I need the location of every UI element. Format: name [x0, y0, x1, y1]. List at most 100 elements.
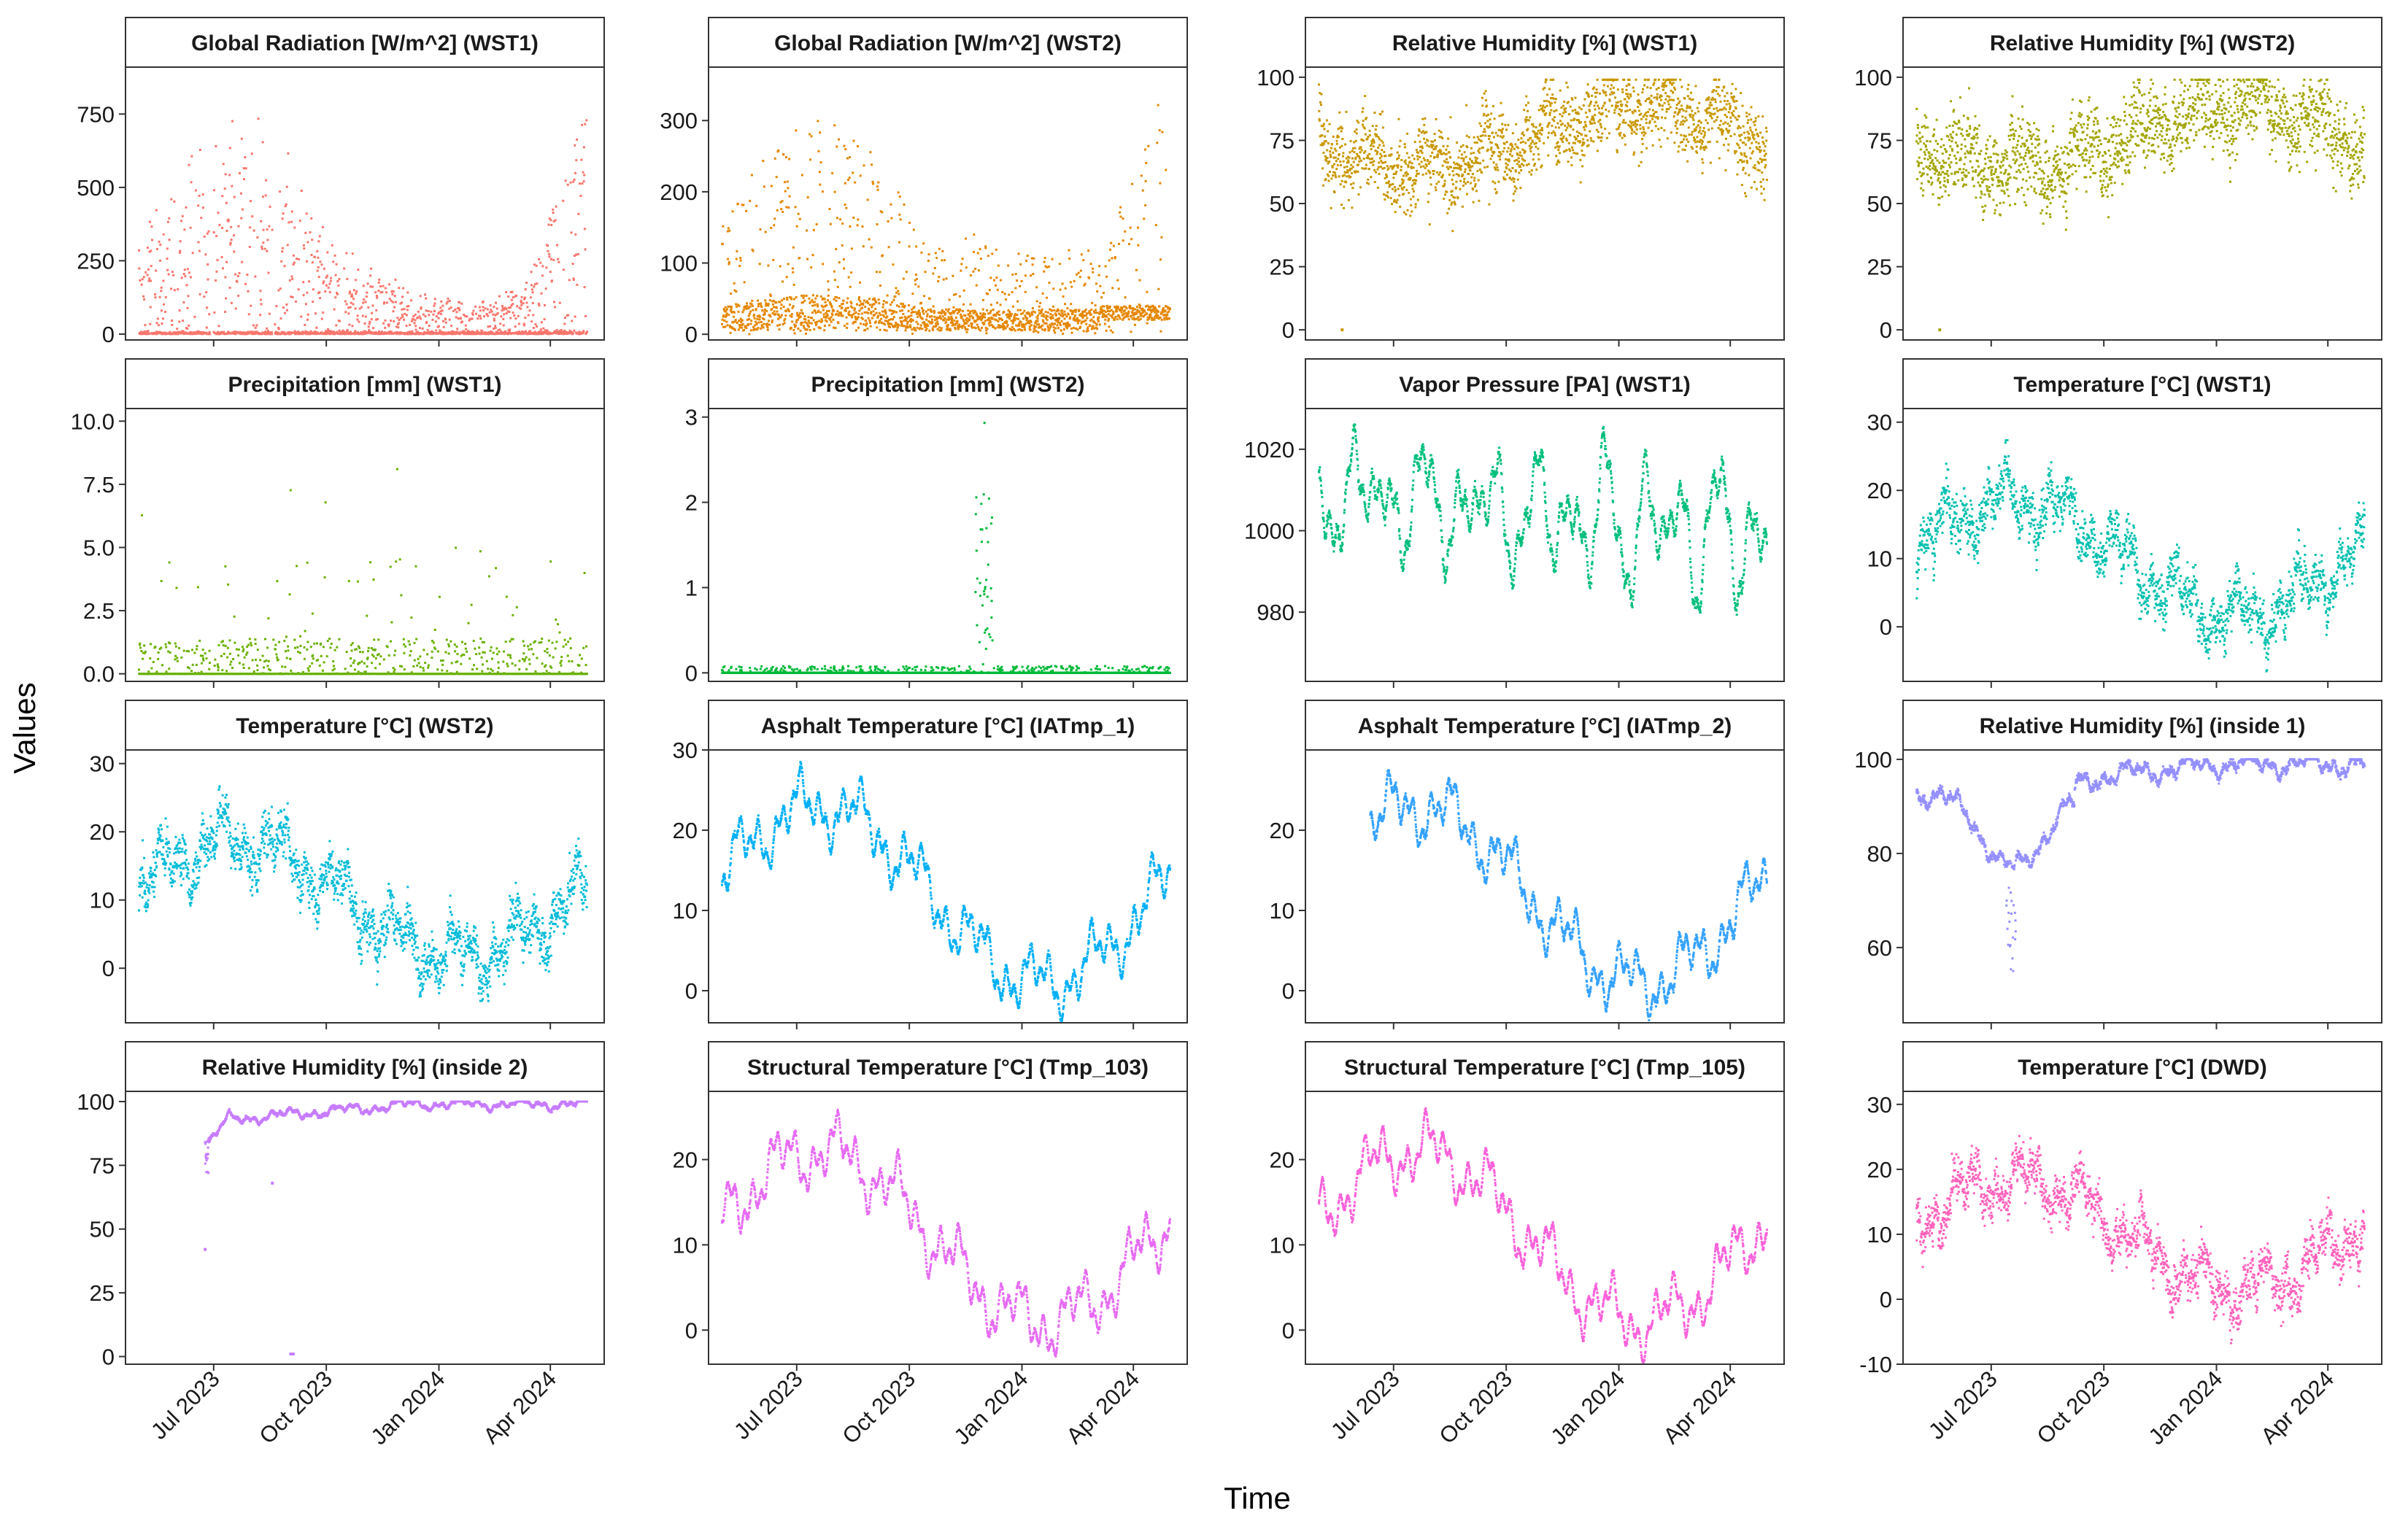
- data-point: [874, 320, 877, 323]
- data-point: [540, 321, 543, 324]
- data-point: [1651, 129, 1653, 132]
- data-point: [1383, 150, 1386, 153]
- data-point: [1541, 129, 1544, 131]
- data-point: [1122, 239, 1124, 242]
- data-point: [1438, 173, 1440, 176]
- data-point: [760, 320, 763, 323]
- data-point: [414, 313, 417, 316]
- data-point: [518, 306, 521, 309]
- data-point: [808, 322, 811, 325]
- data-point: [1586, 116, 1589, 118]
- data-point: [938, 326, 941, 329]
- data-point: [1160, 236, 1163, 239]
- data-point: [1575, 112, 1578, 115]
- data-point: [979, 247, 981, 250]
- data-point: [1659, 104, 1662, 107]
- data-point: [261, 331, 264, 334]
- data-point: [985, 329, 988, 332]
- data-point: [166, 268, 169, 271]
- data-point: [724, 325, 727, 328]
- data-point: [1044, 328, 1046, 330]
- data-point: [1509, 153, 1512, 155]
- data-point: [818, 320, 821, 322]
- data-point: [1484, 90, 1487, 93]
- data-point: [1507, 123, 1510, 126]
- data-point: [1059, 288, 1062, 291]
- data-point: [835, 247, 838, 250]
- data-point: [836, 296, 838, 299]
- data-point: [1053, 329, 1055, 332]
- data-point: [1132, 317, 1135, 320]
- data-point: [160, 286, 163, 289]
- data-point: [1155, 317, 1158, 320]
- data-point: [1616, 149, 1618, 152]
- data-point: [950, 312, 953, 314]
- data-point: [735, 258, 738, 260]
- data-point: [780, 314, 783, 317]
- data-point: [1456, 142, 1459, 144]
- data-point: [1515, 187, 1518, 190]
- data-point: [1048, 266, 1051, 268]
- data-point: [936, 322, 939, 325]
- data-point: [524, 288, 527, 291]
- data-point: [1001, 319, 1003, 322]
- data-point: [1114, 306, 1117, 309]
- data-point: [1576, 111, 1579, 114]
- data-point: [846, 297, 849, 300]
- data-point: [858, 296, 860, 298]
- data-point: [981, 308, 984, 311]
- data-point: [1100, 296, 1103, 299]
- data-point: [1122, 318, 1124, 321]
- data-point: [1087, 329, 1089, 332]
- data-point: [544, 287, 547, 290]
- data-point: [1341, 174, 1344, 177]
- data-point: [841, 303, 844, 306]
- data-point: [1057, 320, 1060, 322]
- data-point: [1131, 317, 1134, 320]
- data-point: [1431, 145, 1434, 148]
- data-point: [798, 257, 801, 260]
- data-point: [513, 314, 516, 317]
- data-point: [1618, 134, 1621, 137]
- data-point: [168, 239, 171, 241]
- data-point: [1513, 190, 1516, 193]
- data-point: [1108, 306, 1111, 309]
- data-point: [455, 316, 458, 319]
- panel-strip: [125, 17, 605, 68]
- data-point: [936, 328, 939, 330]
- data-point: [1385, 173, 1388, 176]
- data-point: [305, 212, 308, 215]
- data-point: [358, 320, 360, 323]
- data-point: [1574, 96, 1577, 99]
- data-point: [1516, 163, 1518, 166]
- data-point: [1433, 133, 1436, 136]
- data-point: [1389, 184, 1392, 186]
- data-point: [1350, 163, 1353, 166]
- data-point: [1546, 93, 1548, 96]
- data-point: [542, 327, 545, 330]
- data-point: [773, 157, 776, 160]
- data-point: [802, 325, 805, 328]
- data-point: [179, 240, 182, 243]
- data-point: [1574, 109, 1577, 112]
- data-point: [1077, 271, 1080, 274]
- data-point: [1086, 312, 1088, 315]
- data-point: [1537, 153, 1540, 156]
- data-point: [807, 316, 810, 319]
- data-point: [828, 324, 831, 327]
- data-point: [734, 329, 736, 331]
- data-point: [1408, 156, 1411, 159]
- data-point: [562, 268, 565, 271]
- data-point: [1089, 313, 1092, 316]
- data-point: [494, 327, 497, 330]
- data-point: [525, 330, 527, 333]
- data-point: [1384, 160, 1387, 163]
- data-point: [1066, 327, 1068, 330]
- data-point: [1643, 84, 1646, 87]
- data-point: [1535, 142, 1537, 144]
- data-point: [1111, 314, 1114, 317]
- data-point: [1422, 165, 1425, 168]
- data-point: [1645, 118, 1648, 121]
- data-point: [150, 279, 152, 282]
- data-point: [1049, 313, 1052, 316]
